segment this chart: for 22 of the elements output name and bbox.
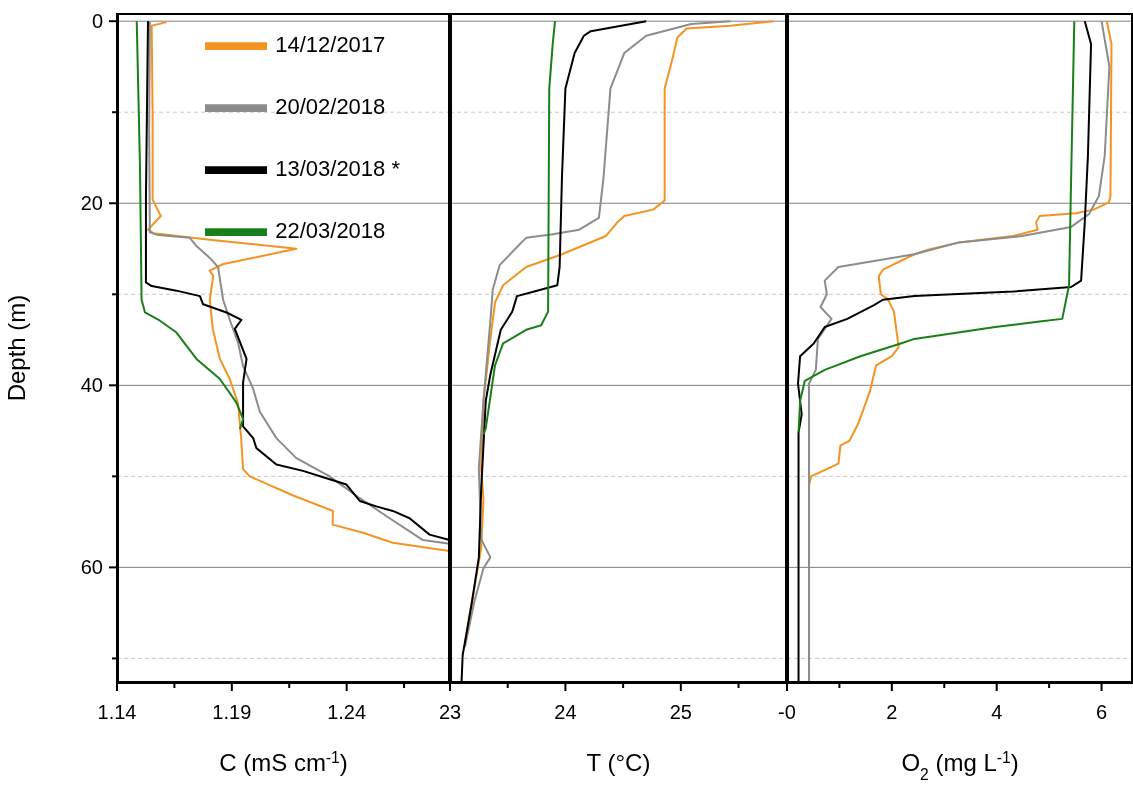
x-tick-label: 6 [1095,701,1108,723]
legend-label: 22/03/2018 [275,217,386,243]
y-tick-label: 0 [91,10,103,33]
y-tick-label: 40 [80,374,103,397]
x-axis-title: C (mS cm$^{-1}$) [219,748,348,776]
x-tick-label: 1.24 [327,701,367,723]
y-tick-label: 20 [80,192,103,215]
x-tick-label: 23 [438,701,462,723]
x-tick-label: 1.14 [97,701,137,723]
x-axis-title: O$_{2}$ (mg L$^{-1}$) [901,748,1019,783]
x-tick-label: 25 [669,701,692,723]
x-tick-label: 1.19 [212,701,252,723]
x-tick-label: -0 [778,701,796,723]
x-tick-label: 24 [554,701,577,723]
legend-label: 20/02/2018 [275,93,386,119]
y-tick-label: 60 [80,556,103,579]
legend-label: 13/03/2018 * [275,155,400,181]
x-axis-title: T (°C) [586,749,651,776]
x-tick-label: 2 [886,701,898,723]
x-tick-label: 4 [991,701,1003,723]
y-axis-title: Depth (m) [3,294,30,402]
legend-label: 14/12/2017 [275,31,386,57]
